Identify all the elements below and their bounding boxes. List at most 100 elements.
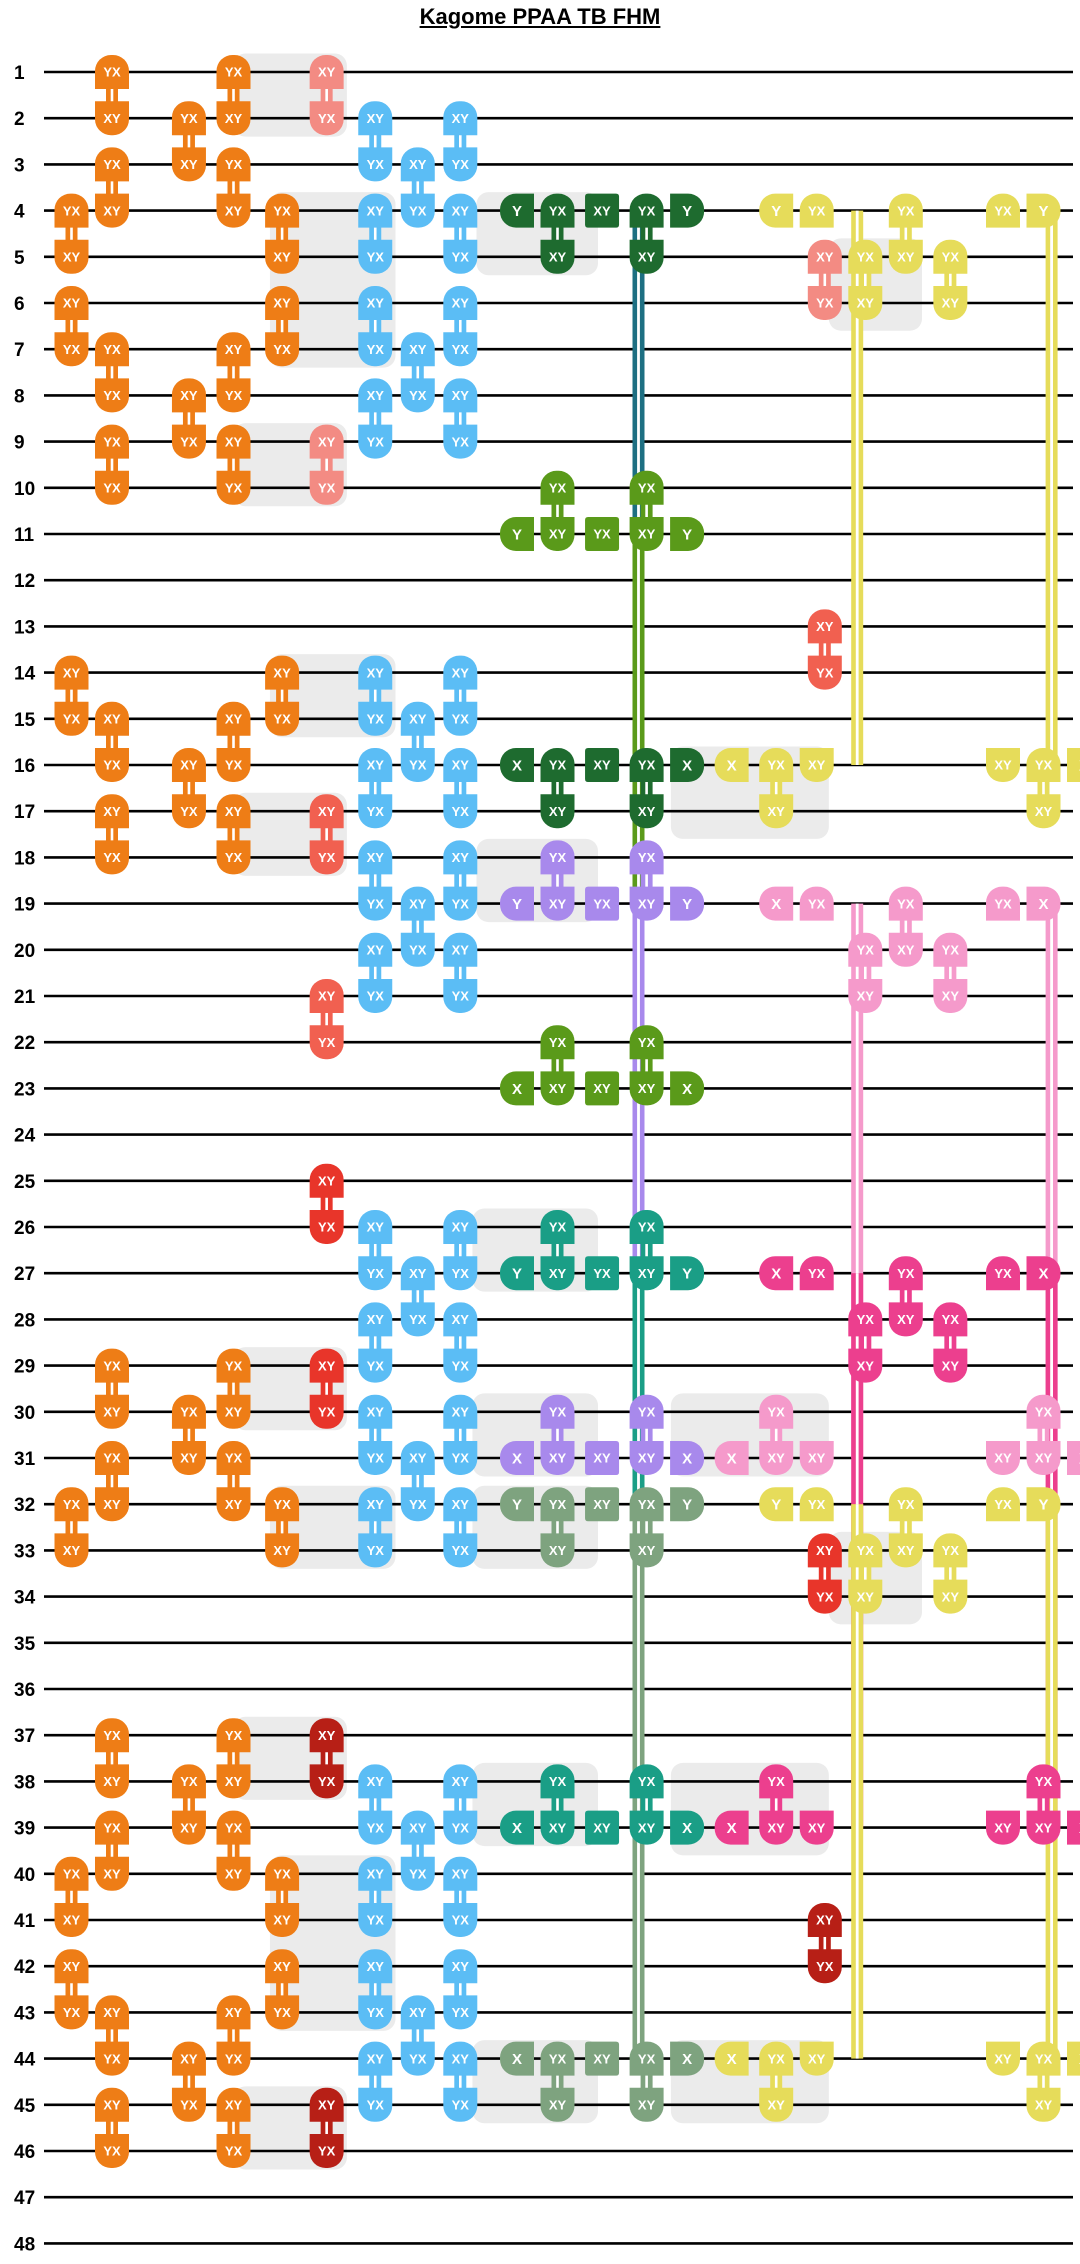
gate-label: YX	[768, 1774, 786, 1789]
qubit-label: 45	[14, 2096, 36, 2117]
gate-connector	[944, 1334, 957, 1351]
gate-label: YX	[103, 1358, 121, 1373]
gate-label: YX	[225, 850, 243, 865]
gate-label: XY	[452, 1866, 470, 1881]
gate-xy: XY	[807, 239, 842, 274]
gate-label: XY	[638, 2097, 656, 2112]
gate-connector	[551, 502, 564, 519]
gate-connector	[227, 87, 240, 104]
gate-yx: YX	[759, 2041, 794, 2076]
gate-label: XY	[994, 758, 1012, 773]
gate-yx: YX	[629, 1025, 664, 1060]
gate-label: YX	[409, 1497, 427, 1512]
gate-connector	[454, 1242, 467, 1259]
gate-yx: YX	[443, 239, 478, 274]
gate-yx: YX	[216, 378, 251, 413]
gate-yx: YX	[540, 748, 575, 782]
gate-label: YX	[367, 1543, 385, 1558]
gate-label: XY	[452, 111, 470, 126]
gate-yx: YX	[443, 1903, 478, 1937]
qubit-label: 9	[14, 433, 25, 454]
gate-xy: XY	[358, 1302, 393, 1337]
gate-yx: YX	[443, 1348, 478, 1383]
gate-yx: YX	[585, 517, 620, 551]
gate-label: YX	[103, 2144, 121, 2159]
gate-xy: XY	[216, 794, 251, 829]
gate-label: YX	[808, 1497, 826, 1512]
gate-connector	[227, 1473, 240, 1490]
gate-connector	[454, 225, 467, 242]
diagram-title: Kagome PPAA TB FHM	[419, 4, 661, 29]
gate-xy: XY	[358, 932, 393, 967]
gate-label: XY	[409, 711, 427, 726]
gate-yx: YX	[443, 1995, 478, 2030]
gate-connector	[369, 1519, 382, 1536]
gate-xy: XY	[309, 1348, 344, 1383]
gate-xy: XY	[585, 1441, 620, 1475]
gate-label: YX	[273, 342, 291, 357]
gate-yx: YX	[216, 147, 251, 182]
gate-label: XY	[816, 1913, 834, 1928]
gate-label: XY	[452, 1497, 470, 1512]
gate-connector	[551, 2073, 564, 2090]
gate-label: YX	[857, 249, 875, 264]
gate-xy: XY	[95, 1995, 129, 2030]
gate-x: X	[670, 1810, 705, 1845]
gate-connector	[770, 1796, 783, 1813]
gate-connector	[369, 1888, 382, 1905]
gate-label: Y	[771, 203, 781, 220]
gates: YXXYYXXYXYYXYXXYYXXYYXXYXYYXXYYXXYYXYXXY…	[54, 55, 1080, 2168]
gate-yx: YX	[95, 840, 129, 875]
gate-xy: XY	[933, 1348, 968, 1383]
gate-label: XY	[452, 1959, 470, 1974]
gate-label: YX	[768, 1404, 786, 1419]
gate-label: YX	[63, 342, 81, 357]
gate-label: YX	[409, 2051, 427, 2066]
gate-label: XY	[994, 1820, 1012, 1835]
gate-label: XY	[994, 2051, 1012, 2066]
gate-label: XY	[103, 804, 121, 819]
group-box	[472, 1393, 598, 1477]
gate-xy: XY	[358, 101, 393, 136]
gate-yx: YX	[171, 101, 206, 136]
gate-label: YX	[768, 2051, 786, 2066]
gate-label: YX	[367, 2097, 385, 2112]
gate-label: YX	[367, 896, 385, 911]
gate-label: XY	[225, 2097, 243, 2112]
gate-yx: YX	[265, 1487, 300, 1522]
qubit-label: 31	[14, 1449, 36, 1470]
gate-xy: XY	[265, 1533, 300, 1568]
gate-label: XY	[549, 896, 567, 911]
gate-label: XY	[452, 1774, 470, 1789]
gate-xy: XY	[265, 1949, 300, 1984]
gate-yx: YX	[629, 840, 664, 875]
gate-xy: XY	[358, 1856, 393, 1891]
qubit-label: 36	[14, 1680, 35, 1701]
gate-label: YX	[409, 388, 427, 403]
gate-yx: YX	[95, 55, 129, 89]
gate-xy: XY	[629, 794, 664, 829]
gate-connector	[106, 2027, 118, 2044]
gate-connector	[182, 2073, 195, 2090]
gate-label: Y	[682, 1497, 692, 1514]
gate-yx: YX	[443, 2087, 478, 2122]
gate-label: YX	[593, 896, 611, 911]
gate-y: Y	[500, 517, 534, 551]
gate-label: XY	[367, 1312, 385, 1327]
gate-xy: XY	[95, 2087, 129, 2122]
gate-yx: YX	[358, 794, 393, 829]
gate-xy: XY	[807, 1903, 842, 1937]
gate-yx: YX	[358, 1256, 393, 1291]
gate-connector	[369, 964, 382, 981]
gate-y: Y	[670, 193, 705, 228]
gate-label: XY	[367, 296, 385, 311]
gate-label: YX	[638, 1404, 656, 1419]
gate-label: XY	[808, 758, 826, 773]
gate-xy: XY	[888, 1302, 923, 1337]
gate-label: XY	[593, 203, 611, 218]
gate-label: Y	[1038, 1497, 1048, 1514]
gate-label: XY	[225, 203, 243, 218]
gate-label: XY	[225, 1866, 243, 1881]
gate-label: Y	[682, 203, 692, 220]
gate-xy: XY	[799, 748, 834, 782]
